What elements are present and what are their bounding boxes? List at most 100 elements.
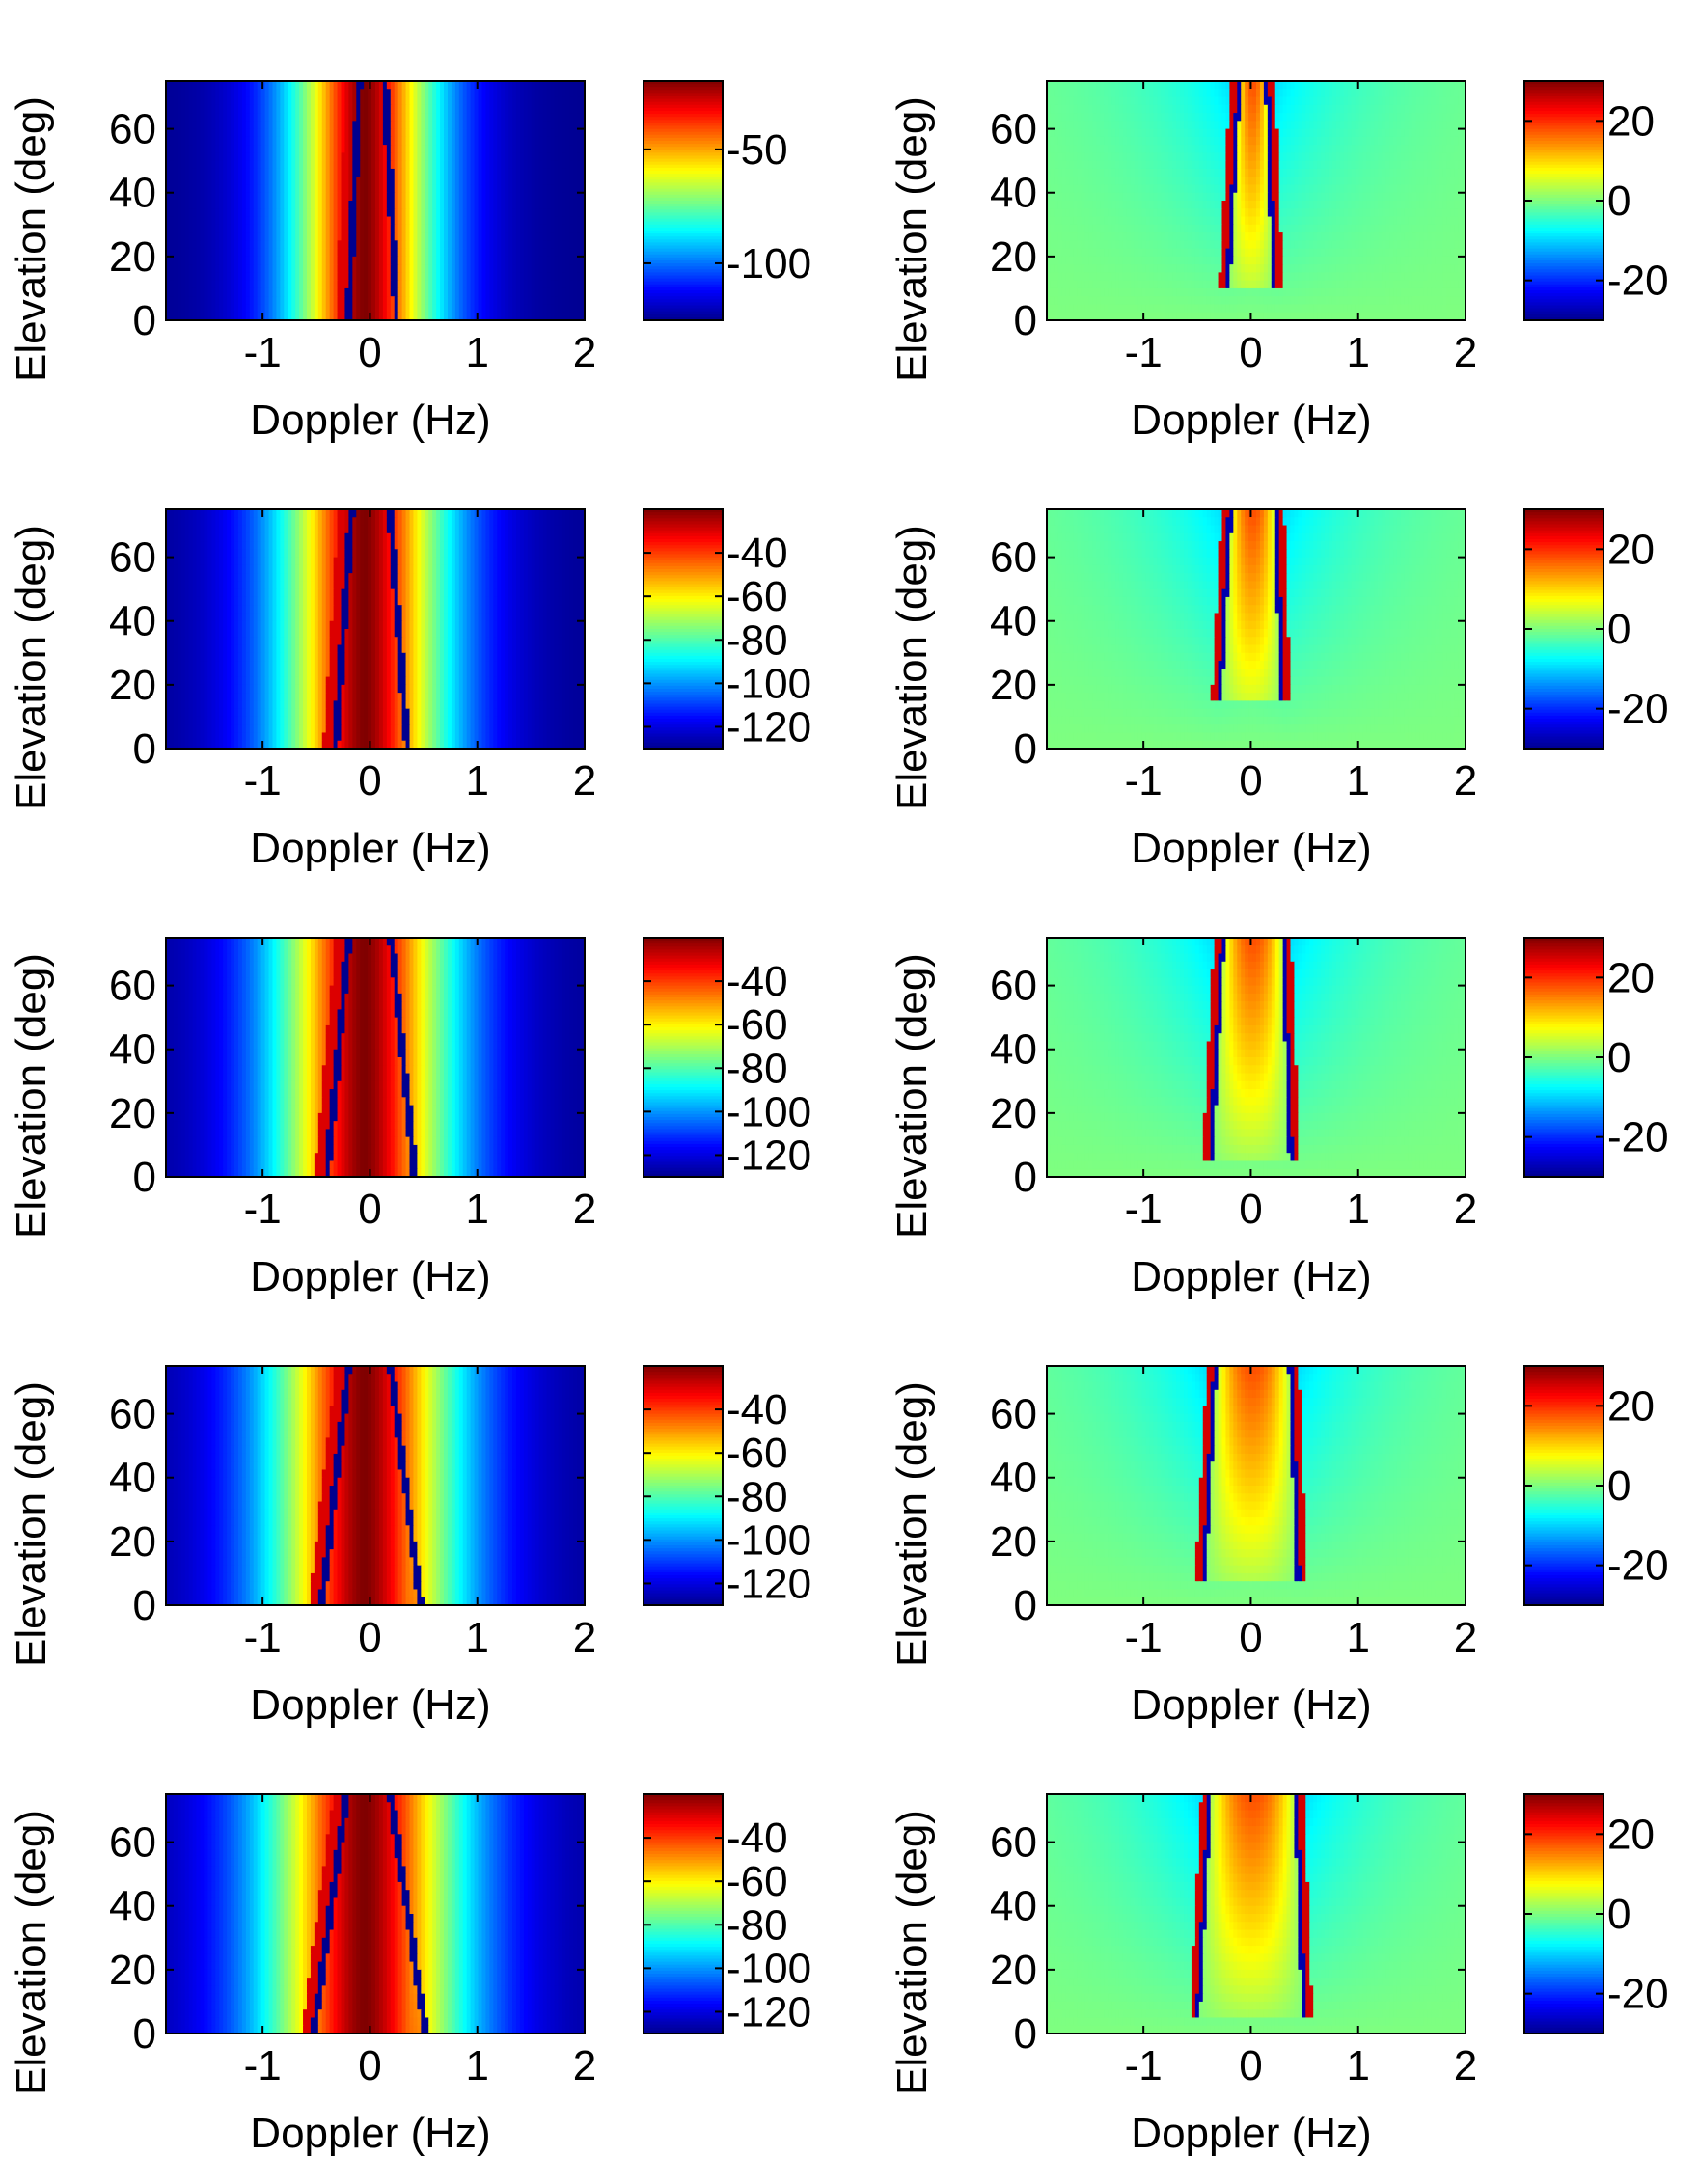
heatmap-cell	[254, 97, 259, 106]
heatmap-cell	[554, 145, 559, 153]
heatmap-cell	[485, 152, 490, 161]
heatmap-cell	[211, 137, 216, 146]
heatmap-cell	[250, 145, 255, 153]
heatmap-cell	[348, 152, 353, 161]
heatmap-cell	[231, 137, 235, 146]
heatmap-cell	[356, 105, 361, 114]
heatmap-cell	[326, 129, 331, 138]
heatmap-cell	[269, 145, 274, 153]
heatmap-cell	[577, 81, 582, 90]
heatmap-cell	[432, 145, 437, 153]
heatmap-cell	[231, 113, 235, 122]
heatmap-cell	[383, 97, 388, 106]
heatmap-cell	[315, 161, 319, 170]
heatmap-cell	[565, 89, 570, 97]
heatmap-cell	[467, 105, 472, 114]
heatmap-cell	[356, 145, 361, 153]
heatmap-cell	[303, 137, 308, 146]
heatmap-cell	[520, 81, 525, 90]
heatmap-cell	[493, 169, 498, 177]
heatmap-cell	[547, 121, 552, 129]
heatmap-cell	[307, 129, 312, 138]
heatmap-cell	[448, 129, 452, 138]
heatmap-cell	[493, 81, 498, 90]
heatmap-cell	[539, 121, 544, 129]
heatmap-cell	[379, 137, 384, 146]
heatmap-cell	[554, 137, 559, 146]
heatmap-cell	[368, 129, 372, 138]
heatmap-cell	[246, 113, 251, 122]
heatmap-cell	[440, 97, 445, 106]
heatmap-cell	[322, 161, 327, 170]
heatmap-cell	[299, 152, 304, 161]
heatmap-cell	[238, 145, 243, 153]
heatmap-cell	[501, 169, 506, 177]
heatmap-cell	[284, 129, 288, 138]
heatmap-cell	[410, 129, 415, 138]
heatmap-cell	[242, 105, 247, 114]
heatmap-cell	[497, 145, 502, 153]
heatmap-cell	[497, 105, 502, 114]
heatmap-cell	[485, 137, 490, 146]
heatmap-cell	[524, 169, 529, 177]
heatmap-cell	[505, 81, 509, 90]
heatmap-cell	[475, 129, 480, 138]
heatmap-cell	[383, 121, 388, 129]
heatmap-cell	[535, 161, 540, 170]
heatmap-cell	[330, 81, 335, 90]
heatmap-cell	[261, 145, 266, 153]
heatmap-cell	[463, 121, 468, 129]
heatmap-cell	[276, 121, 281, 129]
heatmap-cell	[485, 81, 490, 90]
heatmap-cell	[193, 121, 198, 129]
heatmap-cell	[558, 97, 562, 106]
heatmap-cell	[402, 81, 407, 90]
heatmap-cell	[280, 81, 285, 90]
heatmap-cell	[201, 121, 206, 129]
heatmap-cell	[311, 121, 315, 129]
heatmap-cell	[276, 169, 281, 177]
heatmap-cell	[258, 97, 262, 106]
heatmap-cell	[338, 169, 343, 177]
heatmap-cell	[550, 105, 555, 114]
heatmap-cell	[299, 129, 304, 138]
heatmap-cell	[254, 129, 259, 138]
heatmap-cell	[303, 145, 308, 153]
heatmap-cell	[178, 145, 182, 153]
heatmap-cell	[197, 121, 202, 129]
heatmap-cell	[204, 169, 208, 177]
heatmap-cell	[375, 169, 380, 177]
heatmap-cell	[276, 97, 281, 106]
heatmap-cell	[391, 145, 396, 153]
heatmap-cell	[493, 145, 498, 153]
figure: -1 0 1 20204060Doppler (Hz)Elevation (deg) -…	[0, 0, 1699, 2184]
heatmap-cell	[242, 97, 247, 106]
heatmap-cell	[211, 89, 216, 97]
heatmap-cell	[406, 81, 411, 90]
heatmap-cell	[440, 89, 445, 97]
heatmap-cell	[360, 81, 365, 90]
heatmap-cell	[532, 97, 536, 106]
heatmap-cell	[532, 161, 536, 170]
heatmap-cell	[352, 113, 357, 122]
heatmap-cell	[272, 97, 277, 106]
heatmap-cell	[501, 161, 506, 170]
heatmap-cell	[479, 137, 483, 146]
heatmap-cell	[219, 121, 224, 129]
heatmap-cell	[322, 89, 327, 97]
heatmap-cell	[356, 97, 361, 106]
heatmap-cell	[505, 105, 509, 114]
heatmap-cell	[371, 97, 376, 106]
heatmap-cell	[421, 161, 425, 170]
heatmap-cell	[467, 137, 472, 146]
heatmap-cell	[348, 81, 353, 90]
heatmap-cell	[326, 81, 331, 90]
heatmap-cell	[428, 145, 433, 153]
heatmap-cell	[577, 113, 582, 122]
heatmap-cell	[550, 161, 555, 170]
heatmap-cell	[303, 97, 308, 106]
heatmap-cell	[471, 97, 476, 106]
heatmap-cell	[512, 97, 517, 106]
heatmap-cell	[234, 129, 239, 138]
heatmap-cell	[550, 97, 555, 106]
